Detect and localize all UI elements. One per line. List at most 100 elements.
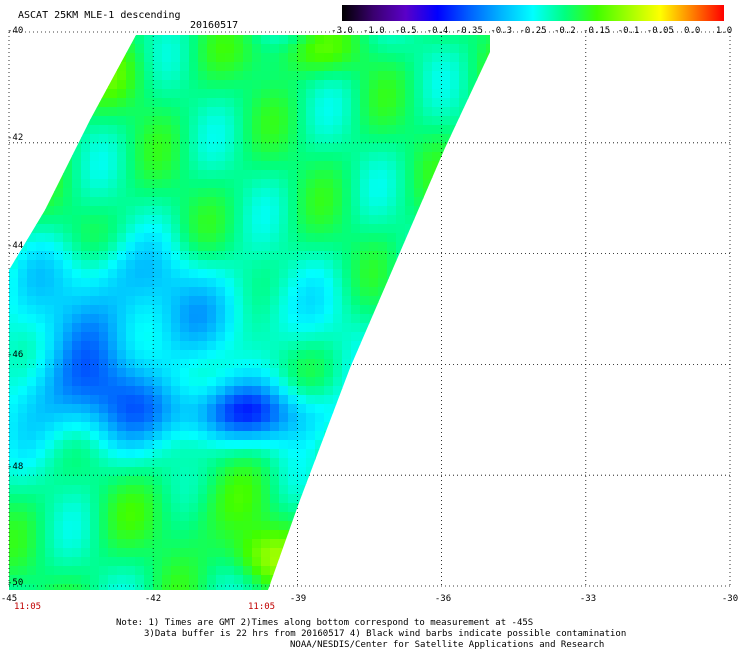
swath-cell [477, 98, 487, 108]
swath-cell [369, 377, 379, 387]
swath-cell [450, 125, 460, 135]
swath-cell [405, 44, 415, 54]
swath-cell [108, 332, 118, 342]
colorbar-tick-label: -0.4 [426, 26, 449, 36]
swath-cell [45, 548, 55, 558]
swath-cell [144, 53, 154, 63]
swath-cell [9, 539, 19, 549]
swath-cell [180, 62, 190, 72]
swath-cell [405, 413, 415, 423]
swath-cell [369, 575, 379, 585]
swath-cell [54, 224, 64, 234]
swath-cell [387, 404, 397, 414]
swath-cell [378, 251, 388, 261]
swath-cell [261, 125, 271, 135]
swath-cell [9, 98, 19, 108]
swath-cell [288, 431, 298, 441]
swath-cell [477, 242, 487, 252]
swath-cell [135, 368, 145, 378]
swath-cell [99, 116, 109, 126]
swath-cell [117, 530, 127, 540]
swath-cell [144, 233, 154, 243]
swath-cell [342, 395, 352, 405]
swath-cell [459, 269, 469, 279]
swath-cell [432, 233, 442, 243]
swath-cell [378, 35, 388, 45]
swath-cell [234, 332, 244, 342]
swath-cell [468, 89, 478, 99]
swath-cell [135, 323, 145, 333]
swath-cell [360, 206, 370, 216]
swath-cell [297, 341, 307, 351]
swath-cell [387, 62, 397, 72]
swath-cell [36, 296, 46, 306]
swath-cell [324, 584, 334, 590]
swath-cell [396, 368, 406, 378]
swath-cell [333, 134, 343, 144]
swath-cell [468, 188, 478, 198]
swath-cell [315, 503, 325, 513]
swath-cell [27, 458, 37, 468]
swath-cell [261, 476, 271, 486]
swath-cell [306, 161, 316, 171]
swath-cell [261, 62, 271, 72]
swath-cell [396, 134, 406, 144]
swath-cell [225, 224, 235, 234]
swath-cell [234, 305, 244, 315]
swath-cell [9, 440, 19, 450]
swath-cell [36, 440, 46, 450]
swath-cell [405, 251, 415, 261]
swath-cell [153, 35, 163, 45]
swath-cell [171, 224, 181, 234]
swath-cell [234, 152, 244, 162]
swath-cell [450, 71, 460, 81]
swath-cell [117, 224, 127, 234]
swath-cell [243, 35, 253, 45]
swath-cell [288, 350, 298, 360]
swath-cell [252, 206, 262, 216]
swath-cell [99, 521, 109, 531]
swath-cell [387, 503, 397, 513]
swath-cell [342, 260, 352, 270]
swath-cell [378, 575, 388, 585]
swath-cell [315, 53, 325, 63]
swath-cell [117, 395, 127, 405]
swath-cell [207, 143, 217, 153]
swath-cell [99, 566, 109, 576]
swath-cell [342, 377, 352, 387]
swath-cell [351, 431, 361, 441]
swath-cell [288, 125, 298, 135]
swath-cell [126, 548, 136, 558]
swath-cell [45, 557, 55, 567]
swath-cell [90, 494, 100, 504]
swath-cell [180, 359, 190, 369]
swath-cell [351, 206, 361, 216]
swath-cell [9, 44, 19, 54]
swath-cell [450, 134, 460, 144]
swath-cell [27, 35, 37, 45]
swath-cell [360, 53, 370, 63]
swath-cell [90, 566, 100, 576]
swath-cell [270, 584, 280, 590]
swath-cell [333, 422, 343, 432]
swath-cell [180, 224, 190, 234]
swath-cell [36, 224, 46, 234]
swath-cell [108, 305, 118, 315]
swath-cell [225, 359, 235, 369]
swath-cell [378, 494, 388, 504]
swath-cell [468, 377, 478, 387]
swath-cell [477, 260, 487, 270]
swath-cell [333, 323, 343, 333]
swath-cell [306, 143, 316, 153]
swath-cell [333, 512, 343, 522]
swath-cell [297, 512, 307, 522]
swath-cell [423, 179, 433, 189]
swath-cell [207, 323, 217, 333]
swath-cell [288, 251, 298, 261]
swath-cell [288, 377, 298, 387]
swath-cell [324, 80, 334, 90]
swath-cell [261, 431, 271, 441]
swath-cell [18, 350, 28, 360]
swath-cell [468, 485, 478, 495]
swath-cell [396, 251, 406, 261]
